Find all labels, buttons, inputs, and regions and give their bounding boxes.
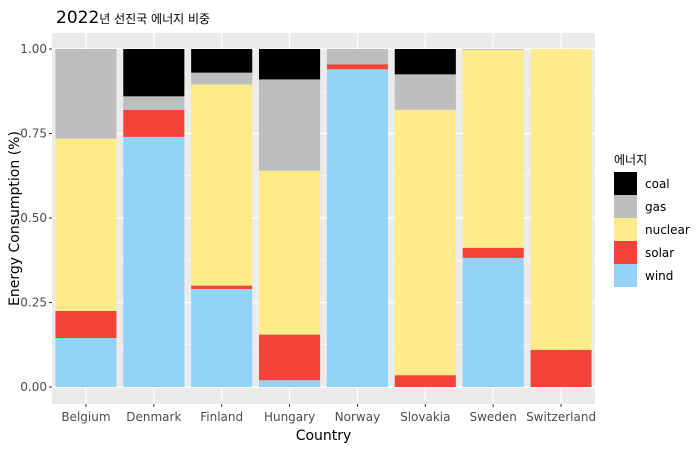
y-tick-label: 1.00 xyxy=(20,42,47,56)
bar-gas-slovakia xyxy=(394,74,456,110)
bar-gas-sweden xyxy=(462,49,524,51)
bar-wind-hungary xyxy=(259,380,321,387)
legend-swatch-gas xyxy=(614,195,637,218)
bar-wind-sweden xyxy=(462,257,524,387)
y-tick-label: 0.50 xyxy=(20,211,47,225)
chart-title-rest: 년 선진국 에너지 비중 xyxy=(99,12,210,26)
x-axis: Belgium Denmark Finland Hungary Norway Slovak… xyxy=(61,404,596,424)
bar-gas-belgium xyxy=(55,49,117,139)
legend-label-solar: solar xyxy=(645,246,674,260)
x-tick-label: Switzerland xyxy=(526,410,596,424)
bar-solar-slovakia xyxy=(394,375,456,387)
legend-label-nuclear: nuclear xyxy=(645,223,690,237)
x-tick-label: Denmark xyxy=(126,410,181,424)
legend-swatch-coal xyxy=(614,172,637,195)
bar-solar-sweden xyxy=(462,247,524,258)
x-tick-label: Hungary xyxy=(264,410,315,424)
bars xyxy=(55,49,592,387)
legend-swatch-nuclear xyxy=(614,218,637,241)
bar-gas-hungary xyxy=(259,79,321,171)
legend-label-gas: gas xyxy=(645,200,666,214)
legend-label-coal: coal xyxy=(645,177,670,191)
bar-wind-belgium xyxy=(55,337,117,387)
bar-nuclear-belgium xyxy=(55,138,117,311)
bar-coal-denmark xyxy=(123,49,185,97)
y-axis: 0.00 0.25 0.50 0.75 1.00 xyxy=(20,42,52,394)
bar-gas-norway xyxy=(326,49,388,65)
legend-label-wind: wind xyxy=(645,269,673,283)
y-axis-title: Energy Consumption (%) xyxy=(7,131,23,306)
bar-solar-hungary xyxy=(259,334,321,381)
y-tick-label: 0.00 xyxy=(20,380,47,394)
x-tick-label: Norway xyxy=(335,410,381,424)
chart-title: 2022년 선진국 에너지 비중 xyxy=(56,8,210,28)
bar-solar-finland xyxy=(191,285,253,289)
bar-wind-denmark xyxy=(123,136,185,387)
legend-title: 에너지 xyxy=(614,153,647,167)
bar-coal-finland xyxy=(191,49,253,73)
x-tick-label: Belgium xyxy=(61,410,110,424)
x-axis-title: Country xyxy=(296,428,352,444)
bar-wind-norway xyxy=(326,69,388,387)
x-tick-label: Slovakia xyxy=(400,410,450,424)
bar-solar-denmark xyxy=(123,109,185,137)
bar-solar-switzerland xyxy=(530,349,592,387)
bar-nuclear-switzerland xyxy=(530,49,592,350)
bar-nuclear-hungary xyxy=(259,170,321,335)
y-tick-label: 0.25 xyxy=(20,296,47,310)
x-tick-label: Finland xyxy=(200,410,243,424)
bar-solar-belgium xyxy=(55,310,117,338)
bar-coal-hungary xyxy=(259,49,321,80)
bar-coal-slovakia xyxy=(394,49,456,75)
bar-nuclear-slovakia xyxy=(394,109,456,376)
bar-nuclear-sweden xyxy=(462,50,524,248)
bar-nuclear-finland xyxy=(191,84,253,286)
legend-swatch-solar xyxy=(614,241,637,264)
x-tick-label: Sweden xyxy=(469,410,516,424)
legend-swatch-wind xyxy=(614,264,637,287)
legend: 에너지 coal gas nuclear solar wind xyxy=(614,153,690,287)
chart-title-year: 2022 xyxy=(56,8,99,28)
bar-wind-finland xyxy=(191,288,253,387)
bar-gas-denmark xyxy=(123,96,185,110)
y-tick-label: 0.75 xyxy=(20,127,47,141)
bar-gas-finland xyxy=(191,72,253,85)
bar-solar-norway xyxy=(326,64,388,70)
